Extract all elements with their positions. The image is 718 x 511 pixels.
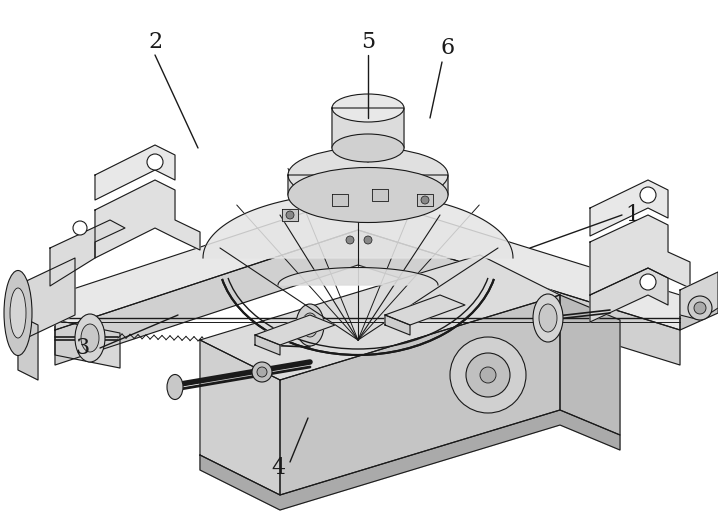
Polygon shape bbox=[95, 180, 200, 258]
Ellipse shape bbox=[539, 304, 557, 332]
Polygon shape bbox=[50, 220, 125, 286]
Ellipse shape bbox=[533, 294, 563, 342]
Polygon shape bbox=[385, 315, 410, 335]
Polygon shape bbox=[278, 267, 438, 285]
Polygon shape bbox=[280, 295, 560, 495]
Polygon shape bbox=[203, 193, 513, 258]
Circle shape bbox=[421, 196, 429, 204]
Circle shape bbox=[147, 154, 163, 170]
Text: 2: 2 bbox=[148, 31, 162, 53]
Polygon shape bbox=[590, 215, 690, 295]
Ellipse shape bbox=[332, 94, 404, 122]
Polygon shape bbox=[95, 145, 175, 200]
Ellipse shape bbox=[75, 314, 105, 362]
Text: 4: 4 bbox=[271, 457, 285, 479]
Polygon shape bbox=[332, 108, 404, 162]
Ellipse shape bbox=[302, 313, 318, 337]
Polygon shape bbox=[55, 230, 680, 365]
Circle shape bbox=[450, 337, 526, 413]
Polygon shape bbox=[385, 295, 465, 325]
Ellipse shape bbox=[296, 304, 324, 346]
Polygon shape bbox=[55, 195, 680, 330]
Circle shape bbox=[480, 367, 496, 383]
Polygon shape bbox=[417, 194, 433, 206]
Polygon shape bbox=[590, 268, 668, 322]
Polygon shape bbox=[255, 315, 335, 345]
Polygon shape bbox=[200, 255, 560, 380]
Polygon shape bbox=[18, 258, 75, 342]
Polygon shape bbox=[560, 295, 620, 435]
Polygon shape bbox=[680, 272, 718, 320]
Ellipse shape bbox=[4, 270, 32, 356]
Circle shape bbox=[252, 362, 272, 382]
Text: 3: 3 bbox=[75, 337, 89, 359]
Polygon shape bbox=[332, 194, 348, 206]
Ellipse shape bbox=[288, 168, 448, 222]
Polygon shape bbox=[18, 285, 38, 380]
Circle shape bbox=[73, 221, 87, 235]
Text: 5: 5 bbox=[361, 31, 375, 53]
Polygon shape bbox=[200, 410, 620, 510]
Polygon shape bbox=[255, 335, 280, 355]
Circle shape bbox=[364, 236, 372, 244]
Polygon shape bbox=[590, 180, 668, 236]
Polygon shape bbox=[282, 209, 298, 221]
Polygon shape bbox=[200, 340, 280, 495]
Circle shape bbox=[346, 236, 354, 244]
Ellipse shape bbox=[81, 324, 99, 352]
Text: 1: 1 bbox=[625, 204, 639, 226]
Circle shape bbox=[257, 367, 267, 377]
Ellipse shape bbox=[288, 148, 448, 202]
Circle shape bbox=[466, 353, 510, 397]
Circle shape bbox=[640, 187, 656, 203]
Text: 6: 6 bbox=[441, 37, 455, 59]
Polygon shape bbox=[680, 278, 718, 330]
Circle shape bbox=[688, 296, 712, 320]
Circle shape bbox=[640, 274, 656, 290]
Polygon shape bbox=[55, 295, 120, 368]
Polygon shape bbox=[288, 175, 448, 222]
Circle shape bbox=[694, 302, 706, 314]
Polygon shape bbox=[372, 189, 388, 201]
Ellipse shape bbox=[167, 375, 183, 400]
Ellipse shape bbox=[332, 134, 404, 162]
Circle shape bbox=[286, 211, 294, 219]
Ellipse shape bbox=[10, 288, 26, 338]
